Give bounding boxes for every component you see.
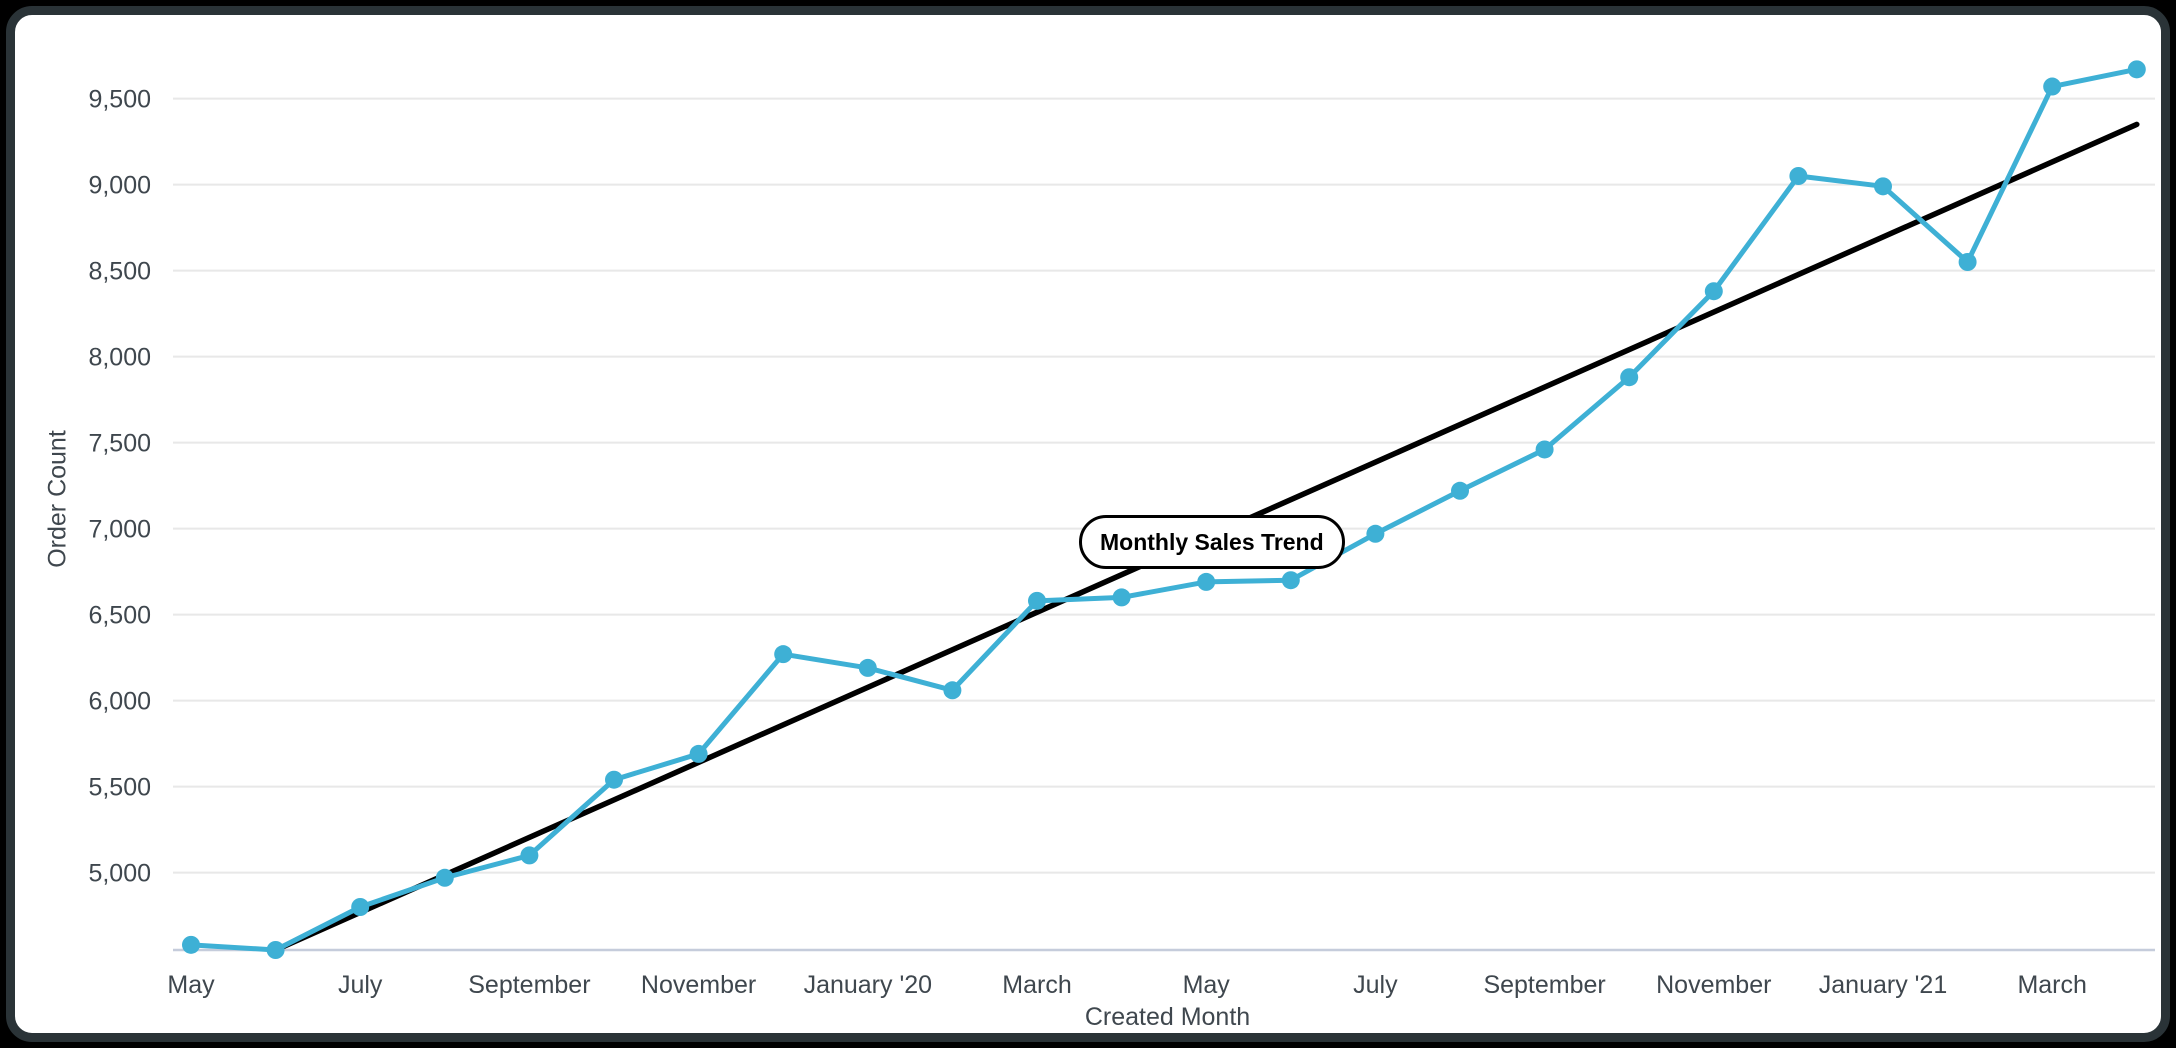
y-tick-label: 9,000 — [88, 172, 151, 200]
data-point-marker[interactable] — [858, 658, 877, 677]
data-point-marker[interactable] — [943, 681, 962, 700]
data-point-marker[interactable] — [182, 935, 200, 954]
data-point-marker[interactable] — [1281, 571, 1300, 590]
x-tick-label: September — [468, 971, 590, 999]
x-tick-label: May — [1183, 971, 1231, 999]
x-tick-label: March — [2017, 971, 2086, 999]
data-point-marker[interactable] — [605, 770, 623, 789]
data-point-marker[interactable] — [1112, 588, 1131, 607]
y-tick-label: 8,000 — [88, 344, 151, 372]
y-axis-title: Order Count — [43, 430, 72, 568]
y-tick-label: 9,500 — [88, 86, 151, 114]
chart-card: 5,000 5,500 6,000 6,500 7,000 7,500 8,000 8,500… — [6, 6, 2170, 1042]
x-tick-label: November — [641, 971, 756, 999]
x-tick-label: January '21 — [1819, 971, 1947, 999]
x-axis-title: Created Month — [1084, 1003, 1251, 1031]
y-tick-label: 7,500 — [88, 430, 151, 458]
data-point-marker[interactable] — [2043, 77, 2062, 96]
data-point-marker[interactable] — [1028, 591, 1046, 610]
data-point-marker[interactable] — [2127, 60, 2146, 79]
data-point-marker[interactable] — [1451, 481, 1469, 500]
data-point-marker[interactable] — [1789, 167, 1808, 185]
y-tick-label: 5,000 — [88, 860, 151, 888]
x-tick-label: May — [167, 971, 215, 999]
data-point-marker[interactable] — [1197, 572, 1216, 591]
x-tick-label: March — [1002, 971, 1071, 999]
data-point-marker[interactable] — [435, 868, 454, 887]
data-point-marker[interactable] — [1704, 282, 1723, 301]
trend-line-label: Monthly Sales Trend — [1079, 515, 1345, 569]
line-chart-canvas[interactable]: 5,000 5,500 6,000 6,500 7,000 7,500 8,000 8,500… — [15, 15, 2176, 1048]
x-tick-label: November — [1656, 971, 1771, 999]
data-point-marker[interactable] — [266, 941, 285, 959]
y-tick-label: 7,000 — [88, 516, 151, 544]
data-point-marker[interactable] — [1958, 253, 1977, 271]
data-point-marker[interactable] — [520, 846, 539, 865]
data-point-marker[interactable] — [1535, 440, 1554, 459]
y-tick-label: 5,500 — [88, 774, 151, 802]
data-point-marker[interactable] — [1366, 524, 1385, 543]
x-tick-label: July — [338, 971, 383, 999]
data-point-marker[interactable] — [1620, 368, 1639, 387]
x-tick-label: July — [1353, 971, 1398, 999]
x-tick-label: January '20 — [804, 971, 932, 999]
y-tick-label: 6,000 — [88, 688, 151, 716]
data-point-marker[interactable] — [1874, 177, 1892, 196]
x-tick-label: September — [1483, 971, 1605, 999]
order-count-line — [188, 66, 2140, 953]
data-point-marker[interactable] — [774, 645, 793, 664]
y-tick-label: 6,500 — [88, 602, 151, 630]
data-point-marker[interactable] — [689, 744, 708, 763]
y-tick-label: 8,500 — [88, 258, 151, 286]
data-point-marker[interactable] — [351, 898, 370, 916]
